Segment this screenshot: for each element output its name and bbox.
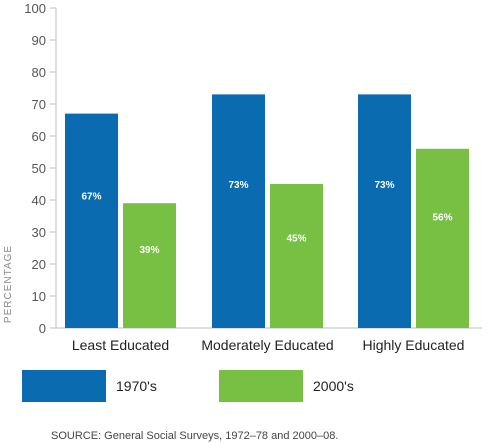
bar-data-label: 73% [374, 180, 394, 191]
bar-data-label: 56% [432, 212, 452, 223]
y-tick-label: 10 [32, 289, 46, 304]
bar-1970s-0 [65, 113, 118, 328]
y-tick-label: 60 [32, 129, 46, 144]
legend-label: 2000's [313, 378, 354, 394]
y-tick-label: 70 [32, 97, 46, 112]
bar-1970s-2 [358, 94, 411, 329]
bar-1970s-1 [212, 94, 265, 329]
y-tick-label: 0 [39, 321, 46, 336]
y-tick-label: 80 [32, 65, 46, 80]
legend-swatch-1970s [22, 370, 106, 402]
y-tick-label: 20 [32, 257, 46, 272]
bar-data-label: 73% [228, 180, 248, 191]
bar-2000s-1 [270, 184, 323, 328]
y-ticks: 0 10 20 30 40 50 60 70 80 90 100 [24, 1, 56, 336]
legend-swatch-2000s [219, 370, 303, 402]
bar-data-label: 45% [286, 234, 306, 245]
category-labels: Least Educated Moderately Educated Highly … [72, 337, 465, 353]
y-tick-label: 30 [32, 225, 46, 240]
bar-2000s-0 [123, 203, 176, 328]
category-label: Moderately Educated [201, 337, 333, 353]
y-tick-label: 90 [32, 33, 46, 48]
y-tick-label: 40 [32, 193, 46, 208]
bars: 67% 73% 73% 39% 45% 56% [65, 94, 469, 329]
legend-label: 1970's [116, 378, 157, 394]
y-tick-label: 50 [32, 161, 46, 176]
bar-data-label: 39% [139, 245, 159, 256]
bar-data-label: 67% [81, 191, 101, 202]
bar-2000s-2 [416, 148, 469, 328]
y-axis-label: PERCENTAGE [3, 245, 14, 323]
source-note: SOURCE: General Social Surveys, 1972–78 … [51, 430, 338, 442]
category-label: Highly Educated [363, 337, 465, 353]
legend: 1970's 2000's [22, 370, 354, 402]
y-tick-label: 100 [24, 1, 46, 16]
category-label: Least Educated [72, 337, 169, 353]
